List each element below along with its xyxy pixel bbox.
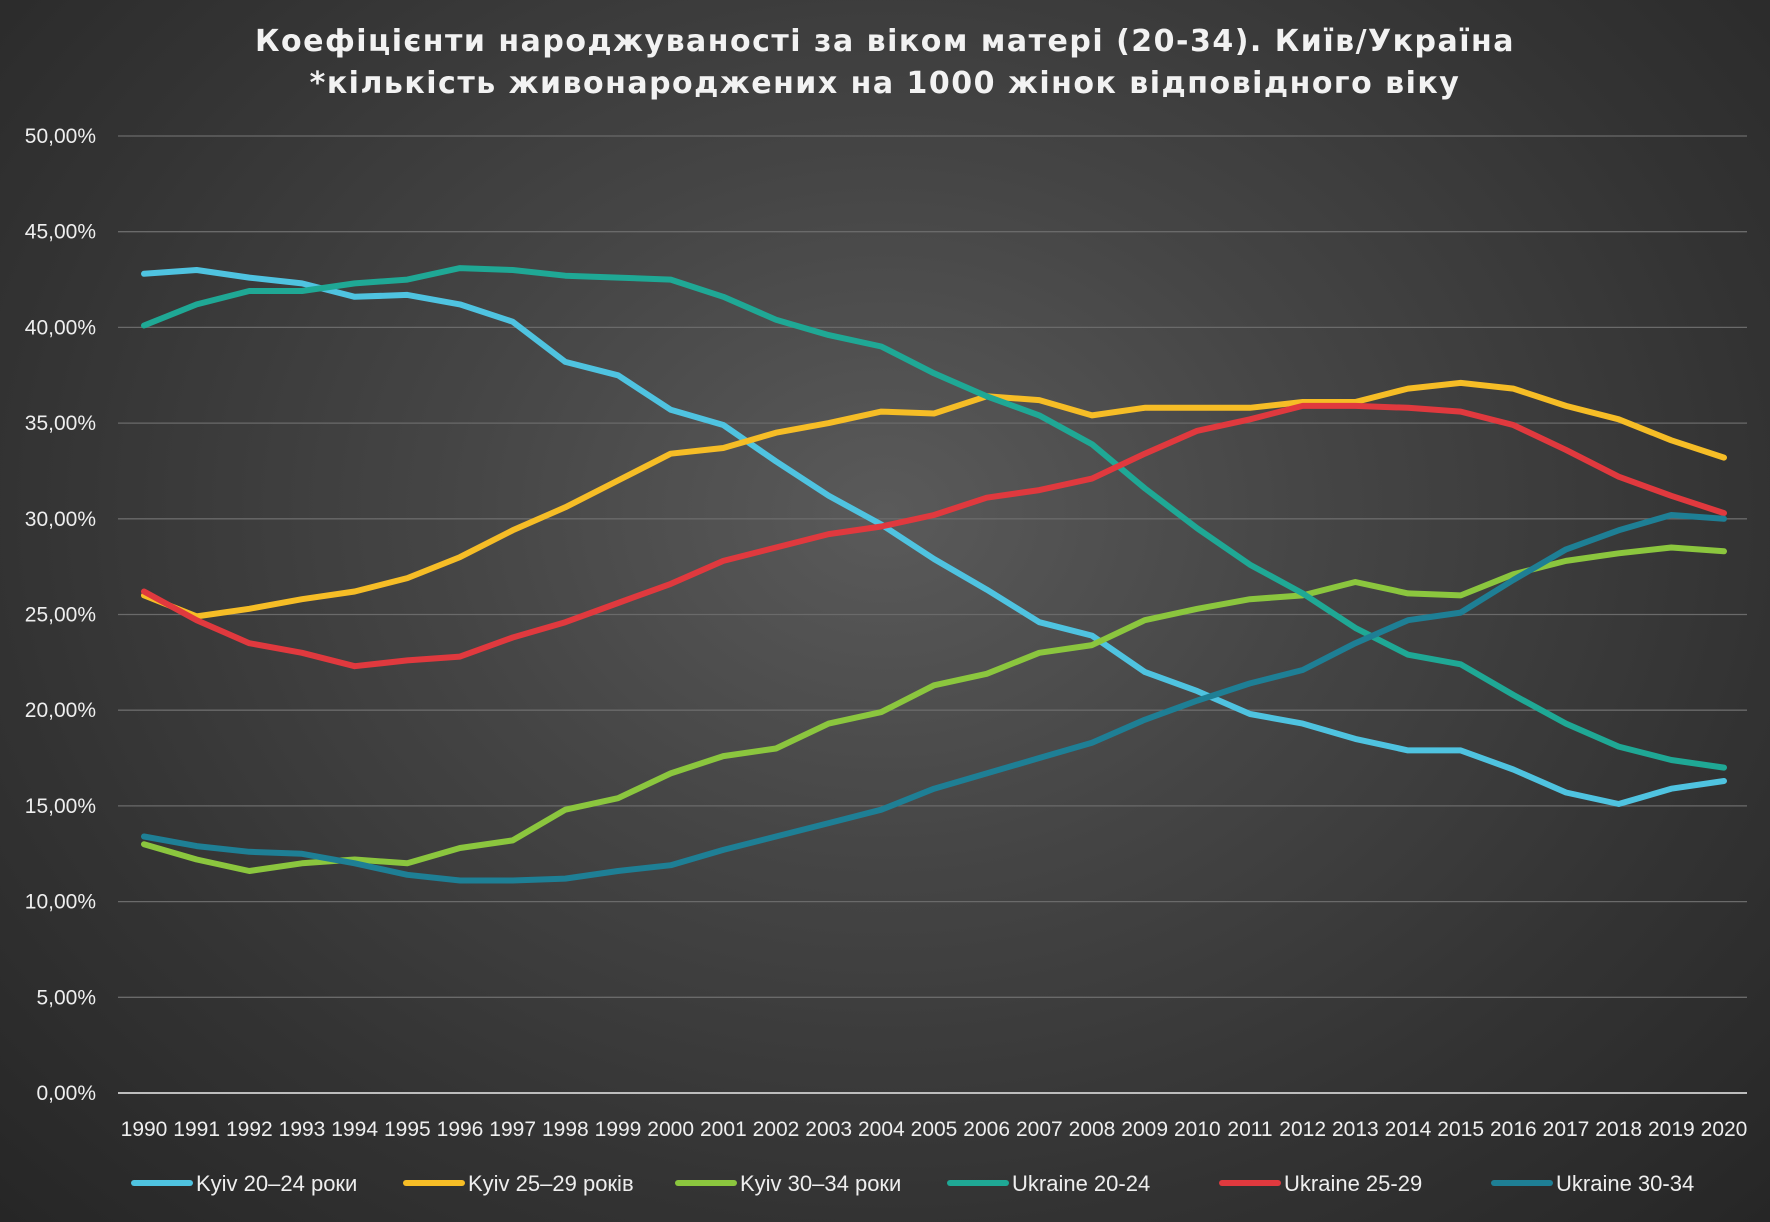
x-tick-label: 2010 (1174, 1118, 1221, 1141)
x-tick-label: 2004 (858, 1118, 905, 1141)
x-tick-label: 1991 (173, 1118, 220, 1141)
series-line (141, 267, 1727, 807)
x-tick-label: 1997 (489, 1118, 536, 1141)
x-tick-label: 2016 (1490, 1118, 1537, 1141)
y-tick-label: 35,00% (25, 412, 96, 435)
series-line (141, 379, 1727, 620)
x-tick-label: 2007 (1016, 1118, 1063, 1141)
chart-subtitle: *кількість живонароджених на 1000 жінок … (310, 66, 1461, 101)
series-line (141, 265, 1727, 771)
y-tick-label: 5,00% (36, 986, 96, 1009)
legend-label: Ukraine 25-29 (1284, 1171, 1422, 1196)
chart-title: Коефіцієнти народжуваності за віком мате… (255, 24, 1515, 59)
x-tick-label: 2008 (1069, 1118, 1116, 1141)
series-line (141, 512, 1727, 884)
y-tick-label: 40,00% (25, 316, 96, 339)
x-tick-label: 2014 (1385, 1118, 1432, 1141)
x-axis: 1990 1991 1992 1993 1994 1995 1996 1997 1998 1999… (121, 1118, 1748, 1141)
y-tick-label: 30,00% (25, 508, 96, 531)
legend-label: Ukraine 20-24 (1012, 1171, 1150, 1196)
y-tick-label: 25,00% (25, 604, 96, 627)
x-tick-label: 2013 (1332, 1118, 1379, 1141)
x-tick-label: 2000 (647, 1118, 694, 1141)
x-tick-label: 1993 (279, 1118, 326, 1141)
x-tick-label: 1998 (542, 1118, 589, 1141)
x-tick-label: 1992 (226, 1118, 273, 1141)
y-tick-label: 15,00% (25, 795, 96, 818)
legend-label: Kyiv 25–29 років (468, 1171, 634, 1196)
legend-label: Kyiv 20–24 роки (196, 1171, 357, 1196)
x-tick-label: 2020 (1701, 1118, 1748, 1141)
x-tick-label: 1994 (331, 1118, 378, 1141)
series-line (141, 402, 1727, 670)
x-tick-label: 2018 (1595, 1118, 1642, 1141)
x-tick-label: 2012 (1279, 1118, 1326, 1141)
x-tick-label: 2005 (911, 1118, 958, 1141)
y-tick-label: 45,00% (25, 221, 96, 244)
y-tick-label: 10,00% (25, 891, 96, 914)
x-tick-label: 2006 (963, 1118, 1010, 1141)
x-tick-label: 2003 (805, 1118, 852, 1141)
x-tick-label: 2019 (1648, 1118, 1695, 1141)
x-tick-label: 2002 (753, 1118, 800, 1141)
y-tick-label: 0,00% (36, 1082, 96, 1105)
y-tick-label: 20,00% (25, 699, 96, 722)
y-axis: 0,00% 5,00% 10,00% 15,00% 20,00% 25,00% 30,00%… (25, 125, 96, 1105)
x-tick-label: 1999 (595, 1118, 642, 1141)
legend-label: Kyiv 30–34 роки (740, 1171, 901, 1196)
x-tick-label: 1995 (384, 1118, 431, 1141)
x-tick-label: 2001 (700, 1118, 747, 1141)
x-tick-label: 2009 (1121, 1118, 1168, 1141)
legend-label: Ukraine 30-34 (1556, 1171, 1694, 1196)
x-tick-label: 2017 (1543, 1118, 1590, 1141)
x-tick-label: 1990 (121, 1118, 168, 1141)
legend: Kyiv 20–24 роки Kyiv 25–29 років Kyiv 30–3… (131, 1171, 1694, 1196)
x-tick-label: 2011 (1227, 1118, 1272, 1141)
gridlines (118, 135, 1747, 1094)
y-tick-label: 50,00% (25, 125, 96, 148)
series-lines (141, 265, 1727, 884)
series-line (141, 544, 1727, 874)
x-tick-label: 1996 (437, 1118, 484, 1141)
x-tick-label: 2015 (1437, 1118, 1484, 1141)
